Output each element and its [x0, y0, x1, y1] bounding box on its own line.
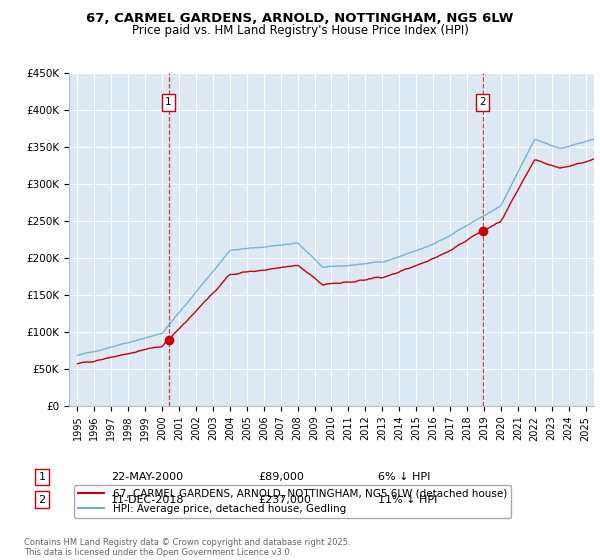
Text: Price paid vs. HM Land Registry's House Price Index (HPI): Price paid vs. HM Land Registry's House … [131, 24, 469, 36]
Text: 6% ↓ HPI: 6% ↓ HPI [378, 472, 430, 482]
Text: 11-DEC-2018: 11-DEC-2018 [111, 494, 185, 505]
Text: 11% ↓ HPI: 11% ↓ HPI [378, 494, 437, 505]
Text: £237,000: £237,000 [258, 494, 311, 505]
Text: 67, CARMEL GARDENS, ARNOLD, NOTTINGHAM, NG5 6LW: 67, CARMEL GARDENS, ARNOLD, NOTTINGHAM, … [86, 12, 514, 25]
Text: 1: 1 [38, 472, 46, 482]
Text: 1: 1 [165, 97, 172, 108]
Text: 22-MAY-2000: 22-MAY-2000 [111, 472, 183, 482]
Legend: 67, CARMEL GARDENS, ARNOLD, NOTTINGHAM, NG5 6LW (detached house), HPI: Average p: 67, CARMEL GARDENS, ARNOLD, NOTTINGHAM, … [74, 484, 511, 518]
Text: £89,000: £89,000 [258, 472, 304, 482]
Text: 2: 2 [479, 97, 486, 108]
Text: 2: 2 [38, 494, 46, 505]
Text: Contains HM Land Registry data © Crown copyright and database right 2025.
This d: Contains HM Land Registry data © Crown c… [24, 538, 350, 557]
